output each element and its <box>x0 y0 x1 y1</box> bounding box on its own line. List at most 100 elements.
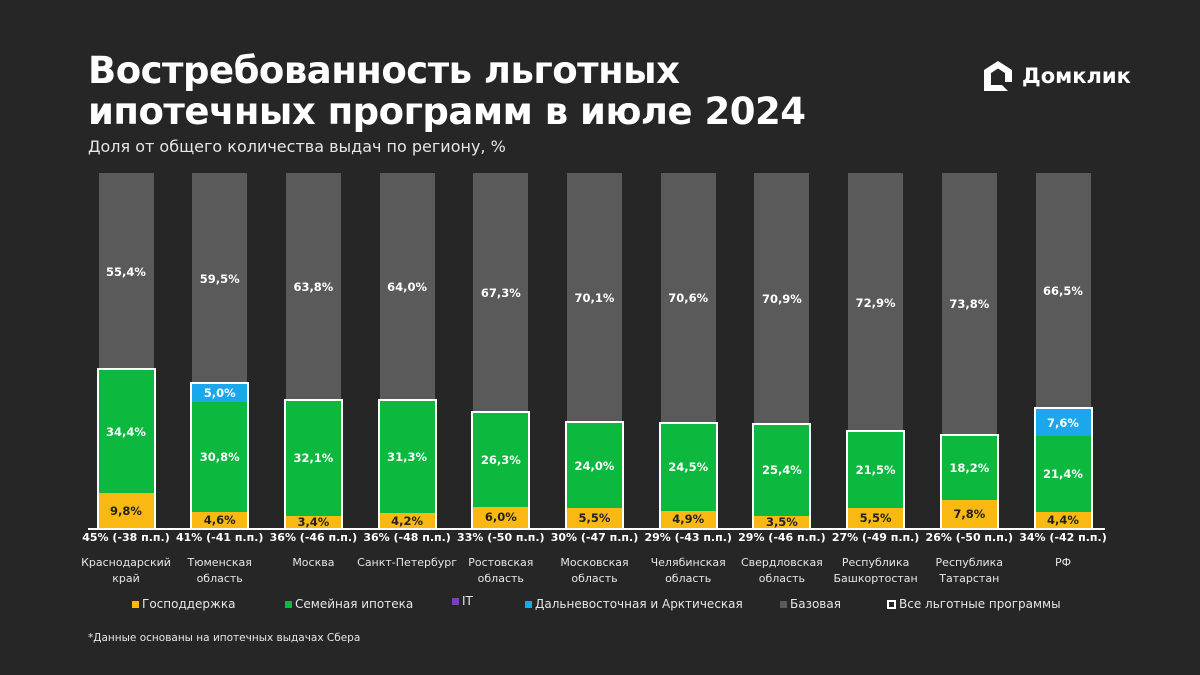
bar-3: 3,4% 32,1% 63,8% <box>283 173 343 530</box>
category-label: Московская область <box>560 556 629 585</box>
chart-legend: Господдержка Семейная ипотека IT Дальневост… <box>0 594 1200 615</box>
segment-value-label: 24,0% <box>574 458 615 473</box>
bar-segment-bazovaya: 63,8% <box>285 173 341 402</box>
segment-value-label: 4,2% <box>391 513 424 528</box>
segment-value-label: 55,4% <box>106 264 146 279</box>
bar-segment-gospodderzhka: 3,5% <box>754 514 810 529</box>
segment-value-label: 9,8% <box>110 503 142 518</box>
bar-segment-gospodderzhka: 5,5% <box>848 508 904 528</box>
bar-segment-dalnevostochnaya: 7,6% <box>1035 409 1091 437</box>
category-label: РФ <box>1054 556 1072 569</box>
segment-value-label: 18,2% <box>949 460 990 475</box>
legend-item: IT <box>452 594 473 608</box>
bar-5: 6,0% 26,3% 67,3% <box>471 173 531 530</box>
bar-segment-gospodderzhka: 4,2% <box>379 513 435 528</box>
privileged-total-label: 36% (-48 п.п.) <box>363 531 451 544</box>
bar-segment-bazovaya: 55,4% <box>98 173 154 371</box>
bar-segment-semeynaya: 34,4% <box>98 370 154 494</box>
title-line-2: ипотечных программ в июле 2024 <box>88 90 806 133</box>
category-label: Свердловская область <box>740 556 823 585</box>
segment-value-label: 24,5% <box>668 460 709 475</box>
segment-value-label: 4,4% <box>1047 513 1079 528</box>
bar-segment-semeynaya: 26,3% <box>473 412 529 507</box>
legend-item: Господдержка <box>132 597 235 611</box>
bar-segment-semeynaya: 25,4% <box>754 425 810 516</box>
legend-swatch <box>525 600 532 608</box>
footnote: *Данные основаны на ипотечных выдачах Сб… <box>88 632 361 644</box>
legend-label: Семейная ипотека <box>295 597 414 611</box>
privileged-total-label: 29% (-46 п.п.) <box>738 531 826 544</box>
bar-8: 3,5% 25,4% 70,9% <box>752 173 812 530</box>
segment-value-label: 72,9% <box>855 295 896 310</box>
segment-value-label: 30,8% <box>199 449 240 464</box>
segment-value-label: 64,0% <box>387 280 428 295</box>
bar-segment-semeynaya: 24,5% <box>660 423 716 511</box>
segment-value-label: 32,1% <box>293 451 334 466</box>
bar-segment-gospodderzhka: 4,4% <box>1035 512 1091 528</box>
bar-segment-bazovaya: 73,8% <box>941 173 997 436</box>
privileged-total-label: 36% (-46 п.п.) <box>269 531 358 544</box>
legend-item: Все льготные программы <box>887 597 1061 611</box>
segment-value-label: 5,0% <box>203 386 236 401</box>
bar-segment-semeynaya: 21,5% <box>848 432 904 509</box>
bar-segment-bazovaya: 64,0% <box>379 173 435 402</box>
bar-segment-bazovaya: 70,6% <box>660 173 716 424</box>
segment-value-label: 7,8% <box>953 507 986 522</box>
title-line-1: Востребованность льготных <box>88 49 680 92</box>
segment-value-label: 26,3% <box>480 452 521 467</box>
legend-item: Семейная ипотека <box>285 597 413 611</box>
segment-value-label: 4,6% <box>203 512 236 527</box>
segment-value-label: 70,1% <box>574 290 615 305</box>
bar-segment-gospodderzhka: 9,8% <box>98 493 154 528</box>
segment-value-label: 21,5% <box>855 463 896 478</box>
bar-1: 9,8% 34,4% 55,4% <box>96 173 156 530</box>
category-label: Челябинская область <box>650 556 726 585</box>
legend-label: Дальневосточная и Арктическая <box>535 597 743 611</box>
bar-segment-bazovaya: 70,1% <box>567 173 622 423</box>
bar-segment-gospodderzhka: 3,4% <box>285 514 341 529</box>
page-title: Востребованность льготных ипотечных прог… <box>88 49 806 133</box>
segment-value-label: 5,5% <box>578 511 611 526</box>
segment-value-label: 7,6% <box>1047 415 1079 430</box>
bar-segment-semeynaya: 32,1% <box>285 401 341 516</box>
privileged-total-label: 26% (-50 п.п.) <box>925 531 1014 544</box>
bar-11: 4,4% 21,4% 7,6% 66,5% <box>1033 173 1093 530</box>
segment-value-label: 3,5% <box>765 514 798 529</box>
privileged-total-label: 30% (-47 п.п.) <box>550 531 639 544</box>
privileged-total-label: 45% (-38 п.п.) <box>82 531 170 544</box>
bar-segment-semeynaya: 21,4% <box>1035 436 1091 513</box>
category-label: Ростовская область <box>468 556 534 585</box>
privileged-total-label: 27% (-49 п.п.) <box>831 531 920 544</box>
chart-baseline <box>88 528 1105 530</box>
privileged-total-label: 29% (-43 п.п.) <box>644 531 732 544</box>
bar-2: 4,6% 30,8% 5,0% 59,5% <box>190 173 250 530</box>
segment-value-label: 4,9% <box>672 512 705 527</box>
legend-swatch <box>132 600 139 608</box>
segment-value-label: 67,3% <box>480 285 521 300</box>
privileged-total-label: 34% (-42 п.п.) <box>1019 531 1107 544</box>
bar-10: 7,8% 18,2% 73,8% <box>939 173 999 530</box>
segment-value-label: 31,3% <box>387 450 428 465</box>
privileged-total-label: 33% (-50 п.п.) <box>457 531 545 544</box>
domclick-logo: Домклик <box>980 58 1131 94</box>
bar-7: 4,9% 24,5% 70,6% <box>658 173 718 530</box>
bar-segment-bazovaya: 72,9% <box>848 173 904 433</box>
bar-segment-bazovaya: 67,3% <box>473 173 529 413</box>
legend-swatch <box>780 600 787 608</box>
bar-segment-bazovaya: 70,9% <box>754 173 810 426</box>
legend-swatch <box>452 597 459 605</box>
bar-segment-semeynaya: 24,0% <box>567 422 622 509</box>
bar-4: 4,2% 31,3% 64,0% <box>377 173 437 530</box>
segment-value-label: 3,4% <box>297 514 330 529</box>
legend-swatch <box>887 599 896 609</box>
category-label: Санкт-Петербург <box>357 556 458 569</box>
bar-segment-gospodderzhka: 7,8% <box>941 500 997 528</box>
bar-segment-dalnevostochnaya: 5,0% <box>192 384 248 403</box>
segment-value-label: 25,4% <box>761 463 802 478</box>
segment-value-label: 6,0% <box>484 510 517 525</box>
category-label: Москва <box>292 556 335 569</box>
bar-segment-gospodderzhka: 6,0% <box>473 506 529 528</box>
bar-segment-semeynaya: 31,3% <box>379 401 435 514</box>
bar-segment-bazovaya: 59,5% <box>192 173 248 385</box>
